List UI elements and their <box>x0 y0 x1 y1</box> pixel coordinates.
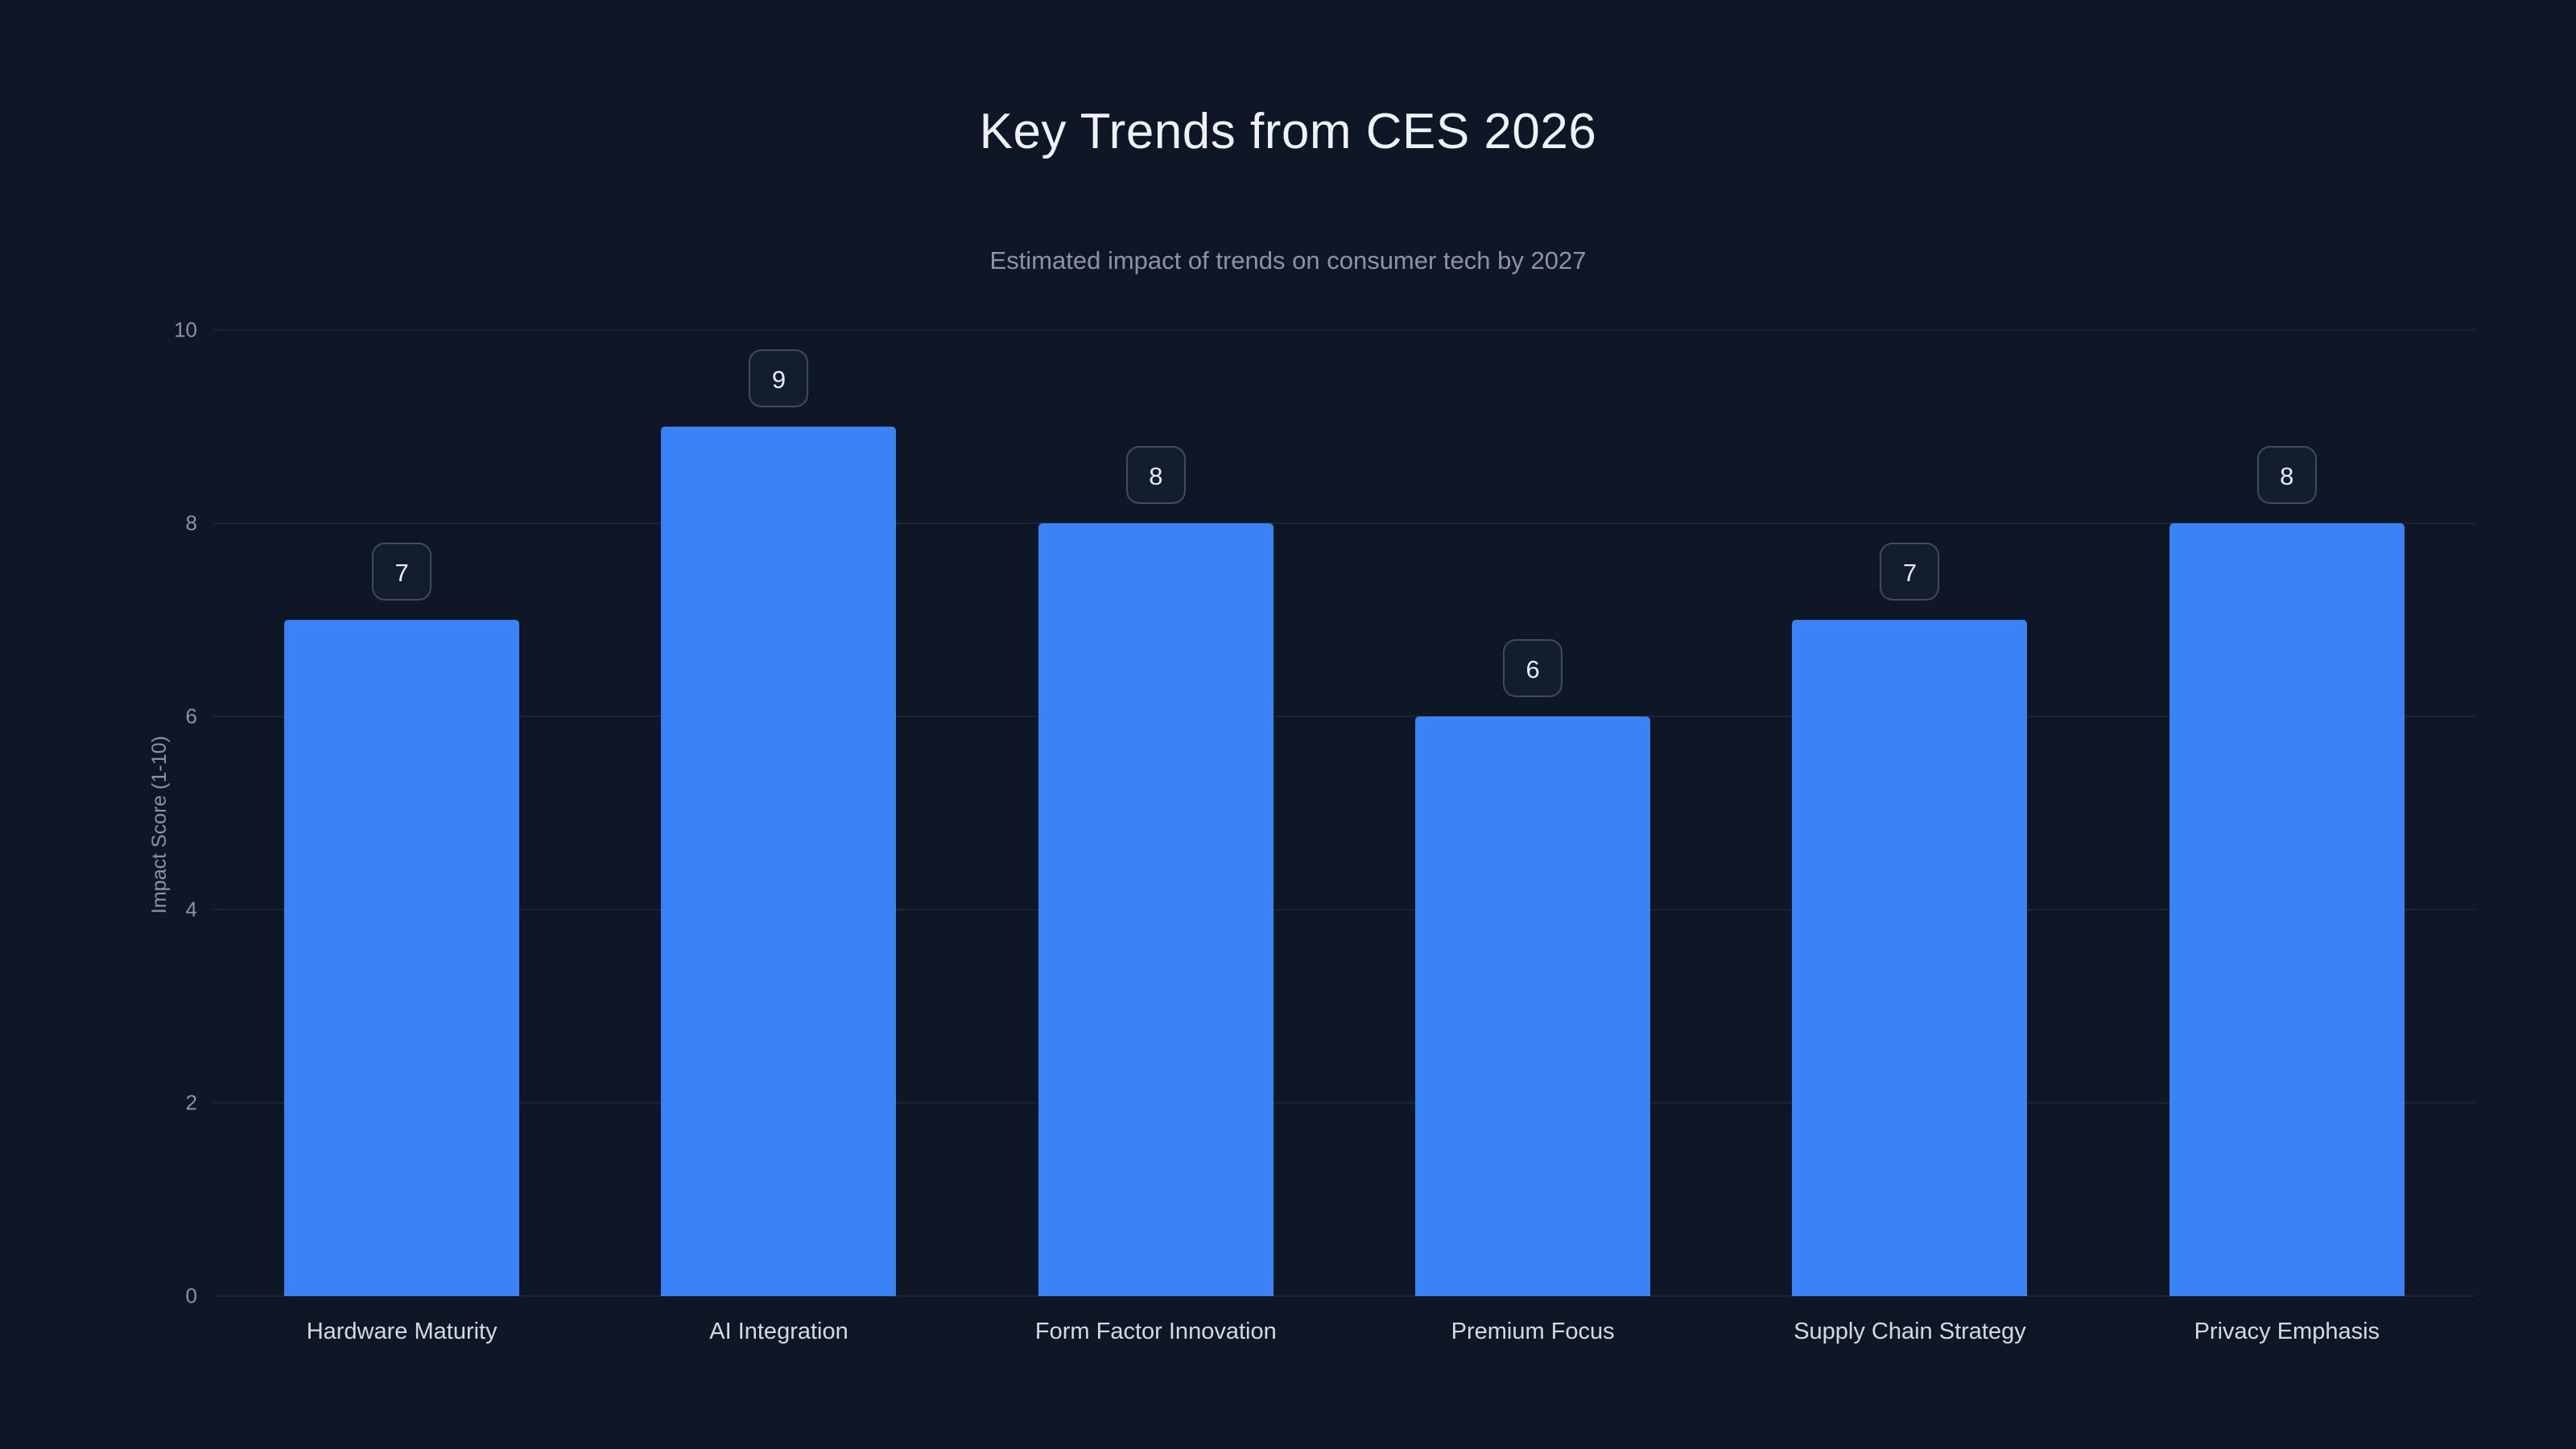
y-tick-label: 4 <box>185 897 197 922</box>
bars: 7 9 8 6 7 8 <box>213 330 2475 1296</box>
bar-value-badge: 8 <box>2256 446 2317 504</box>
gridline <box>213 329 2475 331</box>
gridline <box>213 909 2475 910</box>
x-axis-label: Supply Chain Strategy <box>1794 1319 2026 1344</box>
x-axis-label: Form Factor Innovation <box>1034 1319 1277 1344</box>
bar-value-badge: 7 <box>372 543 432 601</box>
x-axis-label: Premium Focus <box>1451 1319 1615 1344</box>
y-tick-label: 10 <box>174 317 197 342</box>
bar <box>1038 523 1274 1296</box>
bar <box>284 620 520 1296</box>
chart-title: Key Trends from CES 2026 <box>979 104 1597 159</box>
bar-slot: 7 <box>213 330 590 1296</box>
y-axis-ticks: 0 2 4 6 8 10 <box>121 318 197 1308</box>
bar-value-badge: 7 <box>1880 543 1940 601</box>
gridlines <box>213 329 2475 1297</box>
x-axis-label: AI Integration <box>709 1319 848 1344</box>
bar-slot: 7 <box>1721 330 2098 1296</box>
x-axis-label: Hardware Maturity <box>306 1319 497 1344</box>
gridline <box>213 522 2475 524</box>
bar-value-badge: 8 <box>1125 446 1186 504</box>
gridline <box>213 1295 2475 1297</box>
y-tick-label: 8 <box>185 510 197 535</box>
bar-slot: 8 <box>2099 330 2475 1296</box>
x-axis-labels: Hardware Maturity AI Integration Form Fact… <box>213 1319 2475 1345</box>
gridline <box>213 716 2475 717</box>
gridline <box>213 1102 2475 1104</box>
bar <box>2169 523 2405 1296</box>
bar-value-badge: 6 <box>1503 639 1563 697</box>
bar <box>1792 620 2028 1296</box>
bar-slot: 9 <box>590 330 967 1296</box>
bar <box>1415 716 1651 1296</box>
y-tick-label: 0 <box>185 1283 197 1308</box>
x-axis-label: Privacy Emphasis <box>2194 1319 2380 1344</box>
chart-subtitle: Estimated impact of trends on consumer t… <box>989 246 1587 275</box>
y-tick-label: 2 <box>185 1090 197 1115</box>
bar-slot: 6 <box>1344 330 1721 1296</box>
plot-area: 7 9 8 6 7 8 <box>213 329 2475 1297</box>
bar-value-badge: 9 <box>749 349 809 407</box>
bar-slot: 8 <box>968 330 1344 1296</box>
y-tick-label: 6 <box>185 704 197 729</box>
bar <box>661 427 897 1296</box>
